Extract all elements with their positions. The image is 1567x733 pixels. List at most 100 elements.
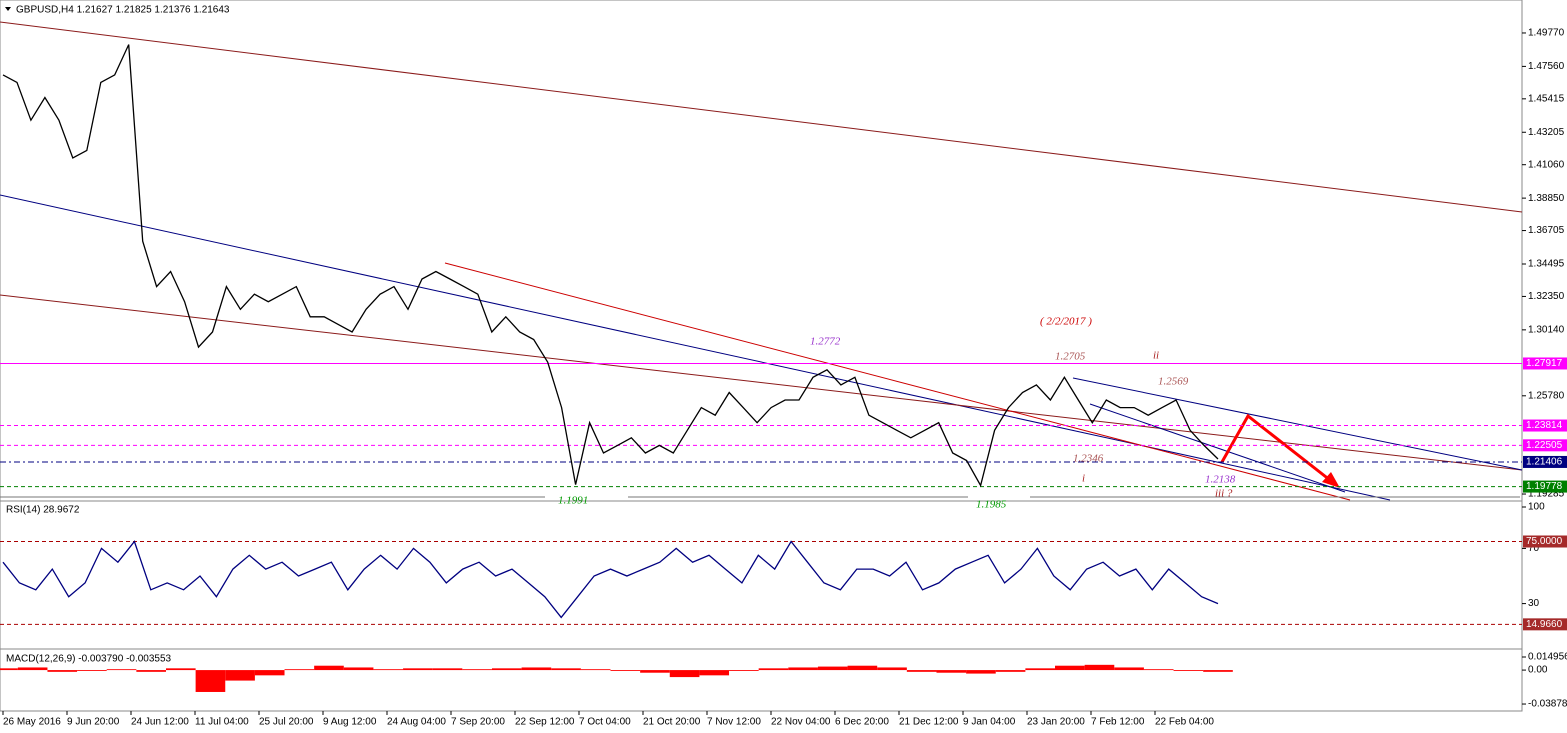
- macd-bar: [936, 670, 967, 673]
- macd-bar: [521, 667, 552, 671]
- macd-bar: [284, 669, 315, 671]
- time-label: 24 Aug 04:00: [387, 717, 446, 728]
- macd-bar: [343, 667, 374, 671]
- annotation: 1.2138: [1205, 474, 1236, 486]
- level-label: 1.23814: [1526, 420, 1563, 431]
- annotation: 1.2569: [1158, 376, 1189, 388]
- level-tag: [1523, 618, 1567, 631]
- level-tag: [1523, 357, 1567, 370]
- macd-bar: [106, 669, 137, 671]
- price-line: [2, 44, 1219, 488]
- time-label: 7 Nov 12:00: [707, 717, 761, 728]
- macd-bar: [1084, 664, 1115, 671]
- macd-bar: [966, 670, 996, 674]
- annotation: 1.1985: [976, 499, 1007, 511]
- macd-bar: [758, 668, 789, 671]
- macd-bar: [17, 667, 48, 671]
- macd-bar: [640, 670, 670, 673]
- y-tick-label: 1.34495: [1528, 259, 1565, 270]
- time-label: 7 Oct 04:00: [579, 717, 631, 728]
- time-label: 22 Nov 04:00: [771, 717, 831, 728]
- time-label: 7 Sep 20:00: [451, 717, 505, 728]
- time-label: 25 Jul 20:00: [259, 717, 314, 728]
- annotation: ( 2/2/2017 ): [1040, 316, 1092, 328]
- y-tick-label: 100: [1528, 502, 1545, 513]
- macd-bar: [0, 668, 18, 671]
- macd-bar: [788, 667, 818, 671]
- macd-bar: [847, 665, 878, 671]
- time-label: 6 Dec 20:00: [835, 717, 889, 728]
- symbol-header: GBPUSD,H4 1.21627 1.21825 1.21376 1.2164…: [16, 5, 230, 16]
- macd-bar: [1055, 665, 1085, 671]
- macd-bar: [77, 670, 107, 671]
- annotation: iii ?: [1215, 488, 1233, 500]
- macd-bar: [225, 670, 255, 681]
- macd-bar: [491, 668, 522, 671]
- time-label: 24 Jun 12:00: [131, 717, 189, 728]
- macd-bar: [1114, 667, 1144, 671]
- macd-bar: [817, 666, 848, 671]
- time-label: 9 Aug 12:00: [323, 717, 377, 728]
- macd-bar: [432, 668, 463, 671]
- forecast-arrow: [1220, 413, 1336, 486]
- time-label: 7 Feb 12:00: [1091, 717, 1145, 728]
- annotation: 1.2346: [1073, 453, 1104, 465]
- level-label: 1.27917: [1526, 358, 1563, 369]
- level-tag: [1523, 439, 1567, 452]
- macd-title: MACD(12,26,9) -0.003790 -0.003553: [6, 654, 172, 665]
- macd-bar: [995, 670, 1026, 672]
- macd-bar: [551, 668, 581, 671]
- y-tick-label: 30: [1528, 598, 1540, 609]
- macd-bar: [1173, 670, 1204, 671]
- y-tick-label: 1.49770: [1528, 28, 1565, 39]
- macd-bar: [1203, 670, 1233, 672]
- y-tick-label: 1.38850: [1528, 193, 1565, 204]
- y-tick-label: 70: [1528, 543, 1540, 554]
- macd-bar: [1025, 668, 1056, 671]
- macd-bar: [403, 668, 433, 671]
- y-tick-label: -0.038781: [1528, 699, 1567, 710]
- time-label: 9 Jun 20:00: [67, 717, 120, 728]
- channel-line: [1089, 403, 1346, 493]
- trend-line: [444, 262, 1351, 501]
- menu-arrow[interactable]: [5, 7, 11, 11]
- level-tag: [1523, 480, 1567, 493]
- level-tag: [1523, 535, 1567, 548]
- macd-bar: [254, 670, 285, 676]
- y-tick-label: 1.25780: [1528, 390, 1565, 401]
- macd-bar: [580, 669, 611, 671]
- time-label: 21 Dec 12:00: [899, 717, 959, 728]
- macd-bar: [729, 670, 759, 671]
- time-label: 22 Sep 12:00: [515, 717, 575, 728]
- y-tick-label: 1.32350: [1528, 291, 1565, 302]
- macd-bar: [373, 669, 404, 671]
- trend-line: [0, 194, 1391, 501]
- time-label: 22 Feb 04:00: [1155, 717, 1214, 728]
- annotation: 1.2772: [810, 336, 841, 348]
- annotation: 1.1991: [558, 495, 588, 507]
- channel-line: [1072, 377, 1523, 471]
- rsi-line: [2, 540, 1219, 619]
- time-label: 21 Oct 20:00: [643, 717, 701, 728]
- time-label: 9 Jan 04:00: [963, 717, 1016, 728]
- level-label: 75.0000: [1526, 536, 1563, 547]
- y-tick-label: 0.014956: [1528, 652, 1567, 663]
- macd-bar: [47, 670, 78, 672]
- arrow-head: [1322, 472, 1340, 488]
- annotation: 1.2705: [1055, 351, 1086, 363]
- y-tick-label: 1.19285: [1528, 489, 1565, 500]
- macd-bar: [699, 670, 730, 676]
- annotation: ii: [1153, 350, 1159, 362]
- macd-bar: [610, 670, 641, 671]
- level-label: 1.19778: [1526, 481, 1563, 492]
- macd-bar: [314, 665, 344, 671]
- macd-bar: [669, 670, 700, 678]
- y-tick-label: 1.30140: [1528, 324, 1565, 335]
- macd-bar: [877, 667, 907, 671]
- level-label: 1.21406: [1526, 457, 1563, 468]
- y-tick-label: 1.36705: [1528, 225, 1565, 236]
- time-label: 26 May 2016: [3, 717, 61, 728]
- y-tick-label: 1.41060: [1528, 159, 1565, 170]
- trend-lines: [0, 21, 1523, 501]
